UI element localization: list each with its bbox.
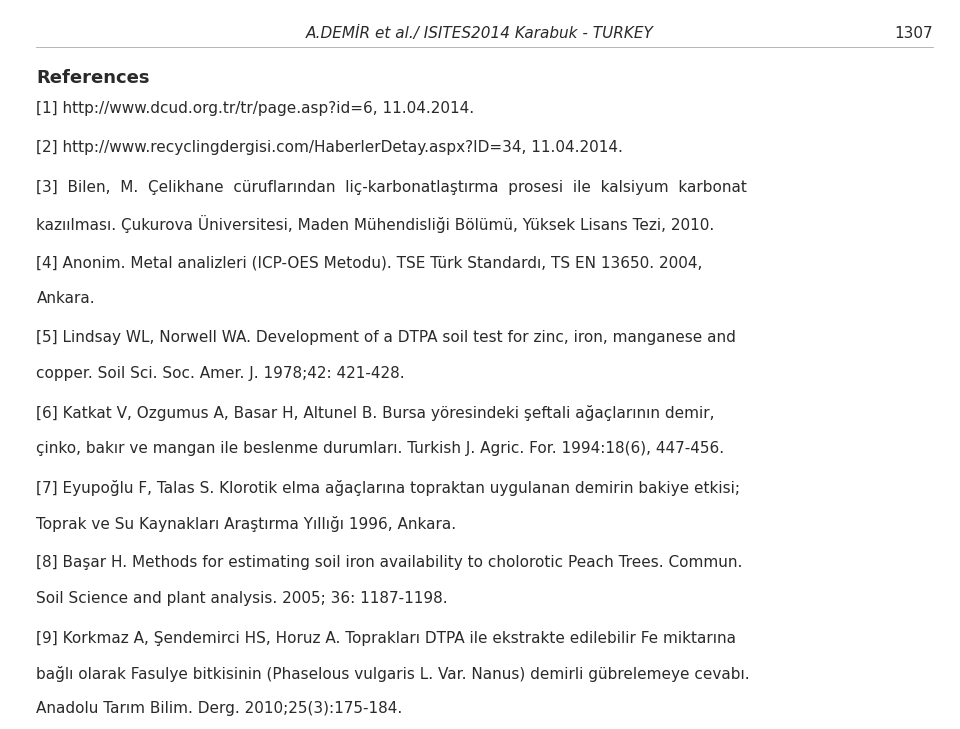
- Text: 1307: 1307: [895, 26, 933, 41]
- Text: Ankara.: Ankara.: [36, 290, 95, 305]
- Text: bağlı olarak Fasulye bitkisinin (Phaselous vulgaris L. Var. Nanus) demirli gübre: bağlı olarak Fasulye bitkisinin (Phaselo…: [36, 666, 750, 682]
- Text: [3]  Bilen,  M.  Çelikhane  cüruflarından  liç-karbonatlaştırma  prosesi  ile  k: [3] Bilen, M. Çelikhane cüruflarından li…: [36, 180, 747, 195]
- Text: [2] http://www.recyclingdergisi.com/HaberlerDetay.aspx?ID=34, 11.04.2014.: [2] http://www.recyclingdergisi.com/Habe…: [36, 140, 623, 155]
- Text: [4] Anonim. Metal analizleri (ICP-OES Metodu). TSE Türk Standardı, TS EN 13650. : [4] Anonim. Metal analizleri (ICP-OES Me…: [36, 255, 703, 270]
- Text: [8] Başar H. Methods for estimating soil iron availability to cholorotic Peach T: [8] Başar H. Methods for estimating soil…: [36, 555, 743, 571]
- Text: Anadolu Tarım Bilim. Derg. 2010;25(3):175-184.: Anadolu Tarım Bilim. Derg. 2010;25(3):17…: [36, 701, 403, 717]
- Text: [7] Eyupoğlu F, Talas S. Klorotik elma ağaçlarına topraktan uygulanan demirin ba: [7] Eyupoğlu F, Talas S. Klorotik elma a…: [36, 480, 740, 496]
- Text: [5] Lindsay WL, Norwell WA. Development of a DTPA soil test for zinc, iron, mang: [5] Lindsay WL, Norwell WA. Development …: [36, 330, 736, 346]
- Text: A.DEMİR et al./ ISITES2014 Karabuk - TURKEY: A.DEMİR et al./ ISITES2014 Karabuk - TUR…: [306, 26, 654, 41]
- Text: Soil Science and plant analysis. 2005; 36: 1187-1198.: Soil Science and plant analysis. 2005; 3…: [36, 590, 448, 606]
- Text: copper. Soil Sci. Soc. Amer. J. 1978;42: 421-428.: copper. Soil Sci. Soc. Amer. J. 1978;42:…: [36, 365, 405, 381]
- Text: çinko, bakır ve mangan ile beslenme durumları. Turkish J. Agric. For. 1994:18(6): çinko, bakır ve mangan ile beslenme duru…: [36, 440, 725, 456]
- Text: Toprak ve Su Kaynakları Araştırma Yıllığı 1996, Ankara.: Toprak ve Su Kaynakları Araştırma Yıllığ…: [36, 515, 457, 531]
- Text: [6] Katkat V, Ozgumus A, Basar H, Altunel B. Bursa yöresindeki şeftali ağaçların: [6] Katkat V, Ozgumus A, Basar H, Altune…: [36, 405, 715, 421]
- Text: References: References: [36, 69, 150, 87]
- Text: kazıılması. Çukurova Üniversitesi, Maden Mühendisliği Bölümü, Yüksek Lisans Tezi: kazıılması. Çukurova Üniversitesi, Maden…: [36, 216, 715, 233]
- Text: [1] http://www.dcud.org.tr/tr/page.asp?id=6, 11.04.2014.: [1] http://www.dcud.org.tr/tr/page.asp?i…: [36, 101, 474, 116]
- Text: [9] Korkmaz A, Şendemirci HS, Horuz A. Toprakları DTPA ile ekstrakte edilebilir : [9] Korkmaz A, Şendemirci HS, Horuz A. T…: [36, 631, 736, 646]
